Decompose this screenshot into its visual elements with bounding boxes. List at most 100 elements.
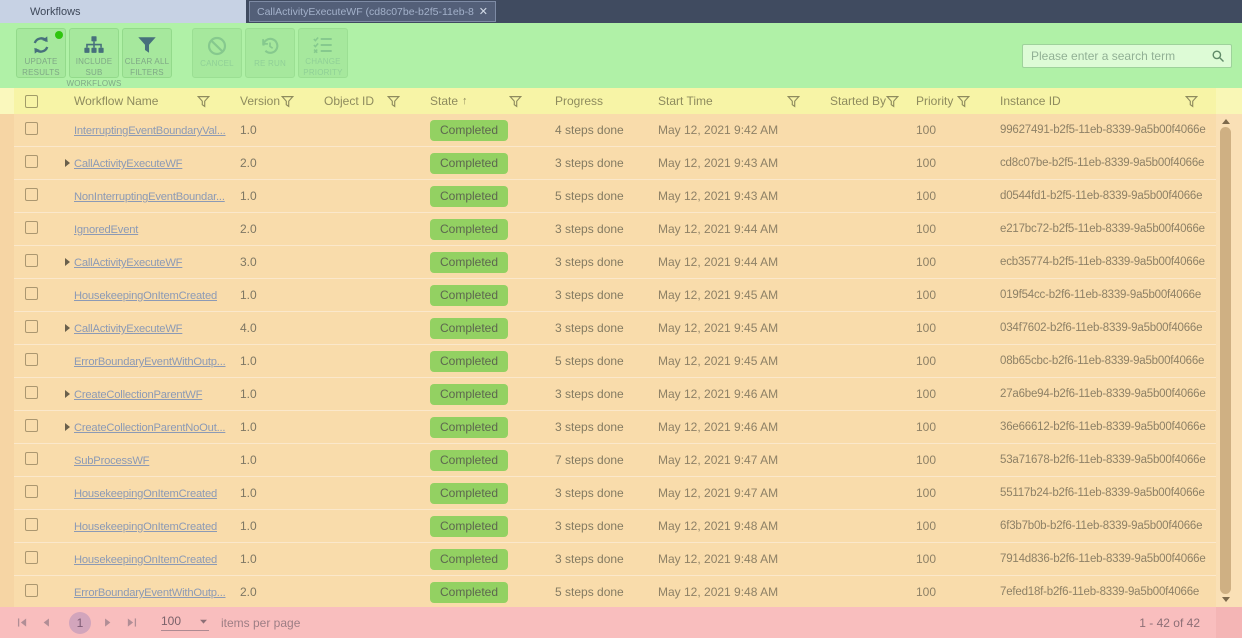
workflow-name-link[interactable]: CreateCollectionParentWF — [74, 389, 203, 401]
row-checkbox[interactable] — [25, 353, 38, 366]
expand-row-icon[interactable] — [65, 159, 70, 167]
row-checkbox[interactable] — [25, 155, 38, 168]
progress-cell: 5 steps done — [555, 189, 624, 203]
workflow-name-link[interactable]: CallActivityExecuteWF — [74, 257, 183, 269]
next-page-button[interactable] — [101, 616, 114, 629]
workflow-name-cell: ErrorBoundaryEventWithOutp... — [60, 354, 228, 368]
status-badge: Completed — [430, 119, 509, 141]
workflow-name-link[interactable]: HousekeepingOnItemCreated — [74, 488, 218, 500]
change-priority-button[interactable]: CHANGE PRIORITY — [298, 28, 348, 78]
workflow-name-link[interactable]: ErrorBoundaryEventWithOutp... — [74, 356, 226, 368]
row-checkbox[interactable] — [25, 287, 38, 300]
instance-id-cell: 7efed18f-b2f6-11eb-8339-9a5b00f4066e — [1000, 586, 1200, 598]
workflow-name-link[interactable]: CallActivityExecuteWF — [74, 158, 183, 170]
filter-icon[interactable] — [281, 95, 294, 108]
filter-icon[interactable] — [886, 95, 900, 108]
priority-icon — [312, 34, 334, 56]
row-checkbox[interactable] — [25, 221, 38, 234]
column-header-priority[interactable]: Priority — [904, 88, 988, 114]
scrollbar-thumb[interactable] — [1220, 127, 1231, 594]
row-checkbox[interactable] — [25, 551, 38, 564]
expand-row-icon[interactable] — [65, 390, 70, 398]
column-header-version[interactable]: Version — [228, 88, 312, 114]
row-checkbox[interactable] — [25, 518, 38, 531]
row-checkbox[interactable] — [25, 452, 38, 465]
state-cell: Completed — [418, 284, 540, 306]
row-checkbox[interactable] — [25, 485, 38, 498]
include-sub-workflows-button[interactable]: INCLUDE SUB WORKFLOWS — [66, 28, 121, 88]
column-header-started-by[interactable]: Started By — [818, 88, 904, 114]
scroll-down-icon[interactable] — [1219, 593, 1232, 606]
search-input[interactable] — [1022, 44, 1232, 68]
expand-row-icon[interactable] — [65, 423, 70, 431]
column-header-progress[interactable]: Progress — [540, 88, 646, 114]
current-page-button[interactable]: 1 — [69, 611, 91, 634]
footer-corner — [1216, 607, 1242, 638]
progress-cell: 3 steps done — [555, 486, 624, 500]
row-checkbox[interactable] — [25, 320, 38, 333]
progress-cell: 3 steps done — [555, 420, 624, 434]
filter-icon[interactable] — [1185, 95, 1198, 108]
scroll-up-icon[interactable] — [1219, 115, 1232, 128]
workflow-name-link[interactable]: InterruptingEventBoundaryVal... — [74, 125, 226, 137]
filter-icon[interactable] — [509, 95, 522, 108]
tab-workflow-instance[interactable]: CallActivityExecuteWF (cd8c07be-b2f5-11e… — [249, 1, 496, 22]
priority-cell: 100 — [916, 189, 937, 203]
row-checkbox[interactable] — [25, 122, 38, 135]
column-header-start-time[interactable]: Start Time — [646, 88, 818, 114]
workflow-name-link[interactable]: HousekeepingOnItemCreated — [74, 290, 218, 302]
workflow-name-link[interactable]: CreateCollectionParentNoOut... — [74, 422, 226, 434]
last-page-button[interactable] — [125, 616, 138, 629]
toolbar-button-label: UPDATE RESULTS — [22, 57, 60, 77]
notification-dot-icon — [55, 31, 63, 39]
page-size-select[interactable]: 100 — [161, 614, 209, 631]
column-header-instance-id[interactable]: Instance ID — [988, 88, 1216, 114]
vertical-scrollbar[interactable] — [1219, 114, 1232, 607]
workflow-name-link[interactable]: HousekeepingOnItemCreated — [74, 554, 218, 566]
select-all-checkbox[interactable] — [25, 94, 38, 108]
sort-ascending-icon: ↑ — [462, 95, 468, 107]
row-checkbox[interactable] — [25, 584, 38, 597]
filter-icon[interactable] — [387, 95, 400, 108]
workflow-name-link[interactable]: CallActivityExecuteWF — [74, 323, 183, 335]
priority-cell: 100 — [916, 222, 937, 236]
previous-page-button[interactable] — [40, 616, 53, 629]
row-checkbox[interactable] — [25, 188, 38, 201]
row-checkbox[interactable] — [25, 254, 38, 267]
close-tab-icon[interactable]: ✕ — [478, 6, 488, 18]
search-icon[interactable] — [1211, 49, 1225, 63]
update-results-button[interactable]: UPDATE RESULTS — [16, 28, 66, 78]
expand-row-icon[interactable] — [65, 258, 70, 266]
workflow-name-link[interactable]: IgnoredEvent — [74, 224, 139, 236]
expand-row-icon[interactable] — [65, 324, 70, 332]
filter-icon[interactable] — [957, 95, 970, 108]
table-row: CallActivityExecuteWF 4.0 Completed 3 st… — [14, 312, 1216, 345]
cancel-icon — [206, 34, 228, 58]
state-cell: Completed — [418, 449, 540, 471]
first-page-button[interactable] — [16, 616, 29, 629]
column-header-object-id[interactable]: Object ID — [312, 88, 418, 114]
pagination-bar: 1 100 items per page 1 - 42 of 42 — [0, 607, 1242, 638]
workflow-name-link[interactable]: ErrorBoundaryEventWithOutp... — [74, 587, 226, 599]
workflow-name-link[interactable]: SubProcessWF — [74, 455, 150, 467]
state-cell: Completed — [418, 548, 540, 570]
workflow-name-link[interactable]: HousekeepingOnItemCreated — [74, 521, 218, 533]
column-header-state[interactable]: State ↑ — [418, 88, 540, 114]
workflow-name-link[interactable]: NonInterruptingEventBoundar... — [74, 191, 225, 203]
column-header-workflow-name[interactable]: Workflow Name — [60, 88, 228, 114]
instance-id-cell: 53a71678-b2f6-11eb-8339-9a5b00f4066e — [1000, 454, 1206, 466]
chevron-down-icon — [198, 616, 209, 627]
table-row: CreateCollectionParentWF 1.0 Completed 3… — [14, 378, 1216, 411]
toolbar-button-label: INCLUDE SUB WORKFLOWS — [66, 57, 122, 88]
row-checkbox[interactable] — [25, 386, 38, 399]
priority-cell: 100 — [916, 156, 937, 170]
re-run-button[interactable]: RE RUN — [245, 28, 295, 78]
tab-workflows[interactable]: Workflows — [0, 0, 246, 23]
filter-icon[interactable] — [787, 95, 800, 108]
cancel-button[interactable]: CANCEL — [192, 28, 242, 78]
progress-cell: 5 steps done — [555, 585, 624, 599]
clear-all-filters-button[interactable]: CLEAR ALL FILTERS — [122, 28, 172, 78]
filter-icon[interactable] — [197, 95, 210, 108]
row-checkbox[interactable] — [25, 419, 38, 432]
version-cell: 1.0 — [240, 453, 257, 467]
